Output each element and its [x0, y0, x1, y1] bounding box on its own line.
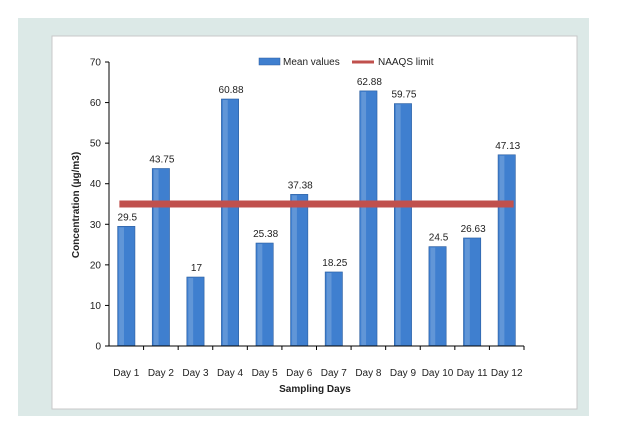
data-label: 47.13	[495, 141, 520, 152]
x-tick-label: Day 11	[457, 368, 488, 379]
bar-highlight	[257, 244, 263, 345]
y-tick-label: 10	[90, 301, 102, 312]
bar-highlight	[292, 195, 297, 345]
bar-highlight	[430, 247, 436, 345]
bar-highlight	[326, 272, 332, 345]
data-label: 24.5	[429, 233, 449, 244]
data-label: 29.5	[118, 212, 138, 223]
bar-highlight	[119, 227, 124, 345]
y-tick-label: 50	[90, 139, 102, 150]
x-tick-label: Day 6	[286, 368, 313, 379]
data-label: 37.38	[288, 180, 313, 191]
data-label: 17	[191, 263, 203, 274]
x-tick-label: Day 10	[422, 368, 454, 379]
x-tick-label: Day 9	[390, 368, 417, 379]
x-tick-label: Day 3	[182, 368, 209, 379]
bar-highlight	[188, 278, 194, 345]
legend: Mean values NAAQS limit	[258, 57, 434, 68]
y-tick-label: 70	[90, 58, 102, 69]
data-labels: 29.5 43.75 17 60.88 25.38 37.38 18.25 62.88 59.7…	[118, 77, 521, 274]
x-tick-label: Day 1	[113, 368, 140, 379]
x-tick-label: Day 5	[252, 368, 279, 379]
data-label: 59.75	[391, 90, 416, 101]
y-axis-title: Concentration (µg/m3)	[71, 152, 82, 258]
y-tick-labels: 0 10 20 30 40 50 60 70	[90, 58, 102, 353]
bar-highlight	[361, 91, 367, 345]
x-tick-label: Day 7	[321, 368, 348, 379]
y-tick-label: 60	[90, 98, 102, 109]
x-tick-labels: Day 1 Day 2 Day 3 Day 4 Day 5 Day 6 Day 7 Day 8…	[113, 368, 523, 379]
x-tick-label: Day 2	[148, 368, 175, 379]
y-tick-label: 30	[90, 220, 102, 231]
y-tick-label: 0	[95, 342, 101, 353]
y-tick-label: 40	[90, 179, 102, 190]
data-label: 43.75	[149, 155, 174, 166]
data-label: 18.25	[322, 258, 347, 269]
bar-highlight	[222, 100, 228, 345]
bar-highlight	[153, 169, 159, 345]
axes	[105, 61, 525, 350]
legend-swatch-mean-values	[258, 57, 281, 66]
x-tick-label: Day 4	[217, 368, 244, 379]
legend-label-naaqs-limit: NAAQS limit	[378, 57, 434, 68]
y-tick-label: 20	[90, 260, 102, 271]
bar-highlight	[395, 104, 401, 345]
x-tick-label: Day 8	[355, 368, 382, 379]
legend-label-mean-values: Mean values	[283, 57, 340, 68]
bar-highlight	[464, 238, 470, 345]
x-axis-title: Sampling Days	[279, 384, 351, 395]
data-label: 62.88	[357, 77, 382, 88]
data-label: 60.88	[219, 85, 244, 96]
data-label: 26.63	[461, 224, 486, 235]
x-tick-label: Day 12	[491, 368, 523, 379]
bar-highlight	[499, 155, 505, 345]
data-label: 25.38	[253, 229, 278, 240]
